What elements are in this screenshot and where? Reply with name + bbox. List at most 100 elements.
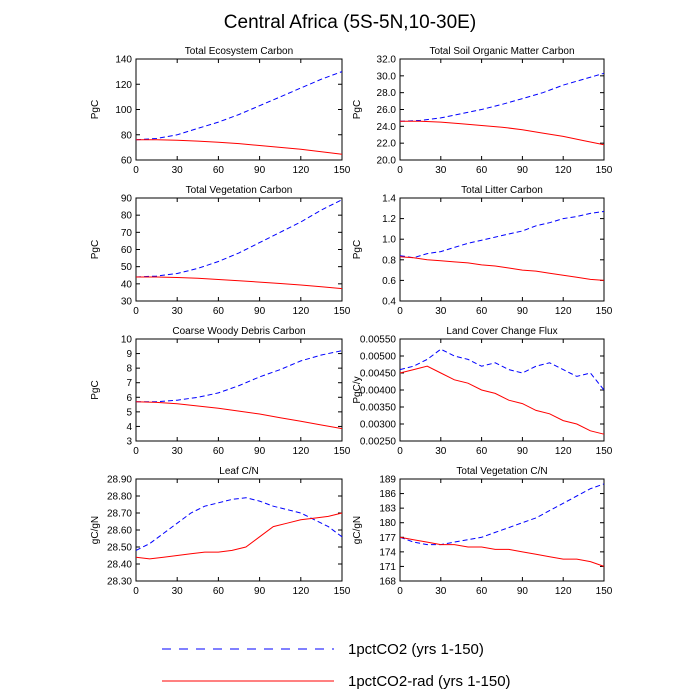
panel-title: Total Vegetation Carbon: [186, 185, 293, 196]
series-line-1pctco2-rad: [399, 256, 605, 281]
y-tick-label: 28.60: [107, 526, 132, 537]
x-tick-label: 60: [476, 306, 488, 317]
y-tick-label: 7: [126, 378, 132, 389]
y-tick-label: 0.00300: [360, 420, 397, 431]
x-tick-label: 60: [213, 586, 225, 597]
figure-title: Central Africa (5S-5N,10-30E): [224, 12, 476, 33]
y-tick-label: 30.0: [377, 71, 397, 82]
x-tick-label: 0: [397, 306, 403, 317]
y-tick-label: 0.00350: [360, 403, 397, 414]
y-tick-label: 3: [126, 437, 132, 448]
series-line-1pctco2-rad: [400, 120, 605, 146]
x-tick-label: 60: [476, 446, 488, 457]
y-tick-label: 28.40: [107, 560, 132, 571]
panel-title: Leaf C/N: [219, 466, 258, 477]
y-tick-label: 28.90: [107, 475, 132, 486]
series-line-1pctco2: [135, 199, 343, 278]
y-tick-label: 140: [115, 55, 132, 66]
legend-label-1pctco2-rad: 1pctCO2-rad (yrs 1-150): [348, 673, 511, 690]
y-tick-label: 28.50: [107, 543, 132, 554]
y-axis-label: PgC: [90, 380, 101, 399]
x-tick-label: 0: [133, 165, 139, 176]
y-tick-label: 60: [121, 156, 133, 167]
plot-frame: [135, 338, 343, 442]
x-tick-label: 90: [517, 586, 529, 597]
y-tick-label: 174: [379, 547, 396, 558]
x-tick-label: 150: [334, 165, 351, 176]
y-axis-label: gC/gN: [352, 516, 363, 544]
x-tick-label: 30: [435, 586, 447, 597]
y-tick-label: 100: [115, 105, 132, 116]
x-tick-label: 150: [596, 306, 613, 317]
series-line-1pctco2: [135, 71, 343, 141]
x-tick-label: 60: [213, 306, 225, 317]
x-tick-label: 150: [334, 446, 351, 457]
x-tick-label: 120: [292, 586, 309, 597]
x-tick-label: 120: [555, 165, 572, 176]
series-line-1pctco2-rad: [136, 139, 343, 155]
series-line-1pctco2-rad: [136, 276, 343, 290]
y-axis-label: PgC: [352, 100, 363, 119]
legend-label-1pctco2: 1pctCO2 (yrs 1-150): [348, 641, 484, 658]
y-axis-label: PgC: [90, 100, 101, 119]
y-tick-label: 24.0: [377, 122, 397, 133]
plot-frame: [135, 478, 343, 582]
plot-frame: [399, 58, 605, 161]
series-line-1pctco2-rad: [399, 536, 605, 567]
y-tick-label: 20.0: [377, 156, 397, 167]
x-tick-label: 60: [213, 165, 225, 176]
x-tick-label: 30: [172, 446, 184, 457]
x-tick-label: 150: [334, 586, 351, 597]
y-tick-label: 0.00400: [360, 386, 397, 397]
series-line-1pctco2-rad: [135, 512, 343, 560]
y-tick-label: 40: [121, 279, 133, 290]
x-tick-label: 60: [476, 586, 488, 597]
series-line-1pctco2: [399, 483, 605, 546]
y-axis-label: gC/gN: [90, 516, 101, 544]
y-tick-label: 28.0: [377, 88, 397, 99]
y-tick-label: 32.0: [377, 55, 397, 66]
y-tick-label: 10: [121, 335, 133, 346]
y-tick-label: 186: [379, 489, 396, 500]
y-tick-label: 8: [126, 364, 132, 375]
series-line-1pctco2-rad: [135, 401, 343, 430]
panel-land-cover-change-flux: Land Cover Change Flux 0 30 60 90 120 150 0.002…: [352, 326, 613, 457]
y-tick-label: 0.8: [382, 255, 396, 266]
y-tick-label: 90: [121, 194, 133, 205]
x-tick-label: 30: [435, 446, 447, 457]
y-tick-label: 28.80: [107, 492, 132, 503]
panel-coarse-woody-debris-carbon: Coarse Woody Debris Carbon 0 30 60 90 120 150 3…: [90, 326, 351, 457]
x-tick-label: 30: [172, 306, 184, 317]
panel-title: Total Ecosystem Carbon: [185, 46, 293, 57]
y-tick-label: 30: [121, 297, 133, 308]
y-tick-label: 28.30: [107, 577, 132, 588]
y-tick-label: 0.6: [382, 276, 396, 287]
x-tick-label: 120: [292, 446, 309, 457]
x-tick-label: 0: [133, 446, 139, 457]
series-line-1pctco2-rad: [399, 365, 605, 435]
y-tick-label: 60: [121, 245, 133, 256]
y-tick-label: 80: [121, 130, 133, 141]
y-axis-label: PgC: [90, 240, 101, 259]
legend: 1pctCO2 (yrs 1-150) 1pctCO2-rad (yrs 1-1…: [162, 641, 511, 690]
y-axis-label: PgC/y: [352, 376, 363, 403]
series-line-1pctco2: [399, 348, 605, 391]
y-tick-label: 1.4: [382, 194, 396, 205]
y-tick-label: 80: [121, 211, 133, 222]
y-tick-label: 5: [126, 407, 132, 418]
x-tick-label: 0: [133, 306, 139, 317]
panel-title: Total Vegetation C/N: [456, 466, 547, 477]
x-tick-label: 120: [292, 165, 309, 176]
x-tick-label: 150: [596, 446, 613, 457]
y-tick-label: 26.0: [377, 105, 397, 116]
y-tick-label: 180: [379, 518, 396, 529]
y-tick-label: 50: [121, 262, 133, 273]
x-tick-label: 30: [172, 586, 184, 597]
y-tick-label: 6: [126, 393, 132, 404]
y-tick-label: 189: [379, 475, 396, 486]
x-tick-label: 0: [397, 446, 403, 457]
y-tick-label: 1.0: [382, 235, 396, 246]
